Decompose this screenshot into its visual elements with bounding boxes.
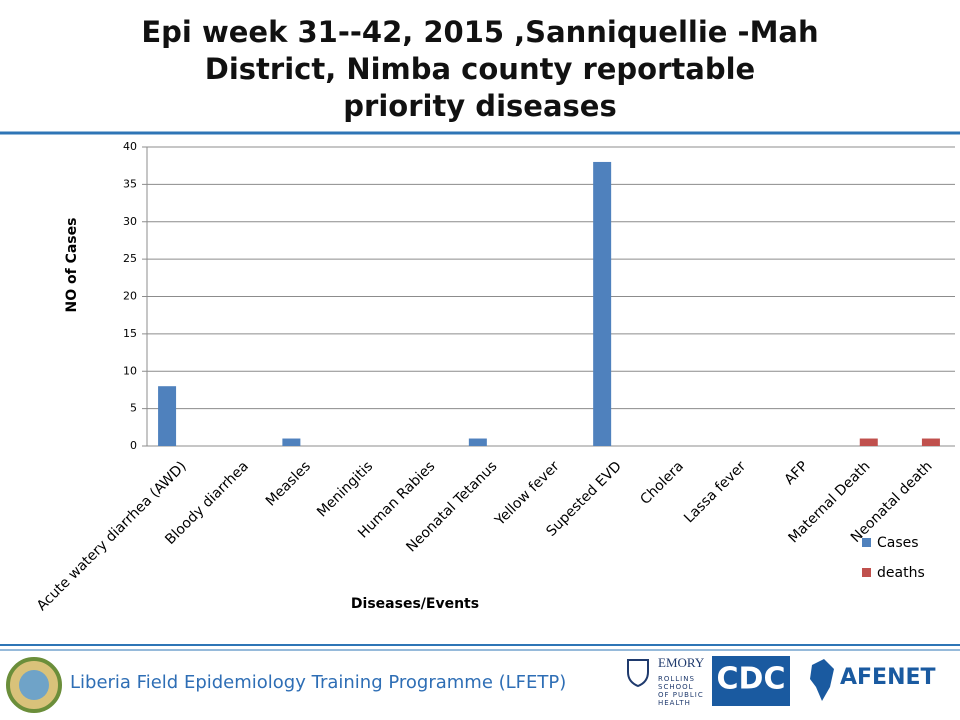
y-tick-label: 10	[123, 364, 137, 377]
y-tick-label: 15	[123, 327, 137, 340]
x-axis-label: Diseases/Events	[351, 596, 479, 612]
legend-swatch	[862, 568, 871, 577]
logo-subtext: ROLLINS SCHOOL OF PUBLIC HEALTH	[658, 675, 704, 707]
footer-text: Liberia Field Epidemiology Training Prog…	[70, 672, 566, 693]
chart-title: Epi week 31--42, 2015 ,Sanniquellie -Mah…	[141, 15, 819, 123]
y-axis-label: NO of Cases	[64, 218, 80, 313]
legend-label: deaths	[877, 565, 925, 581]
y-tick-label: 0	[130, 439, 137, 452]
x-tick-label: Meningitis	[314, 458, 376, 520]
bar	[282, 438, 301, 446]
x-tick-label: Measles	[263, 458, 314, 509]
y-tick-label: 5	[130, 402, 137, 415]
bar	[859, 438, 878, 446]
bar	[158, 386, 177, 446]
logo-subtext-box: ROLLINS SCHOOL OF PUBLIC HEALTH	[658, 675, 704, 707]
x-tick-label: Lassa fever	[681, 458, 749, 526]
logo-text: CDC	[717, 662, 786, 697]
legend-swatch	[862, 538, 871, 547]
logo-text: AFENET	[840, 665, 936, 690]
y-tick-label: 20	[123, 290, 137, 303]
y-tick-label: 40	[123, 140, 137, 153]
y-tick-label: 30	[123, 215, 137, 228]
footer-logo	[6, 656, 834, 713]
y-tick-label: 25	[123, 252, 137, 265]
legend-label: Cases	[877, 535, 919, 551]
x-tick-label: Cholera	[637, 458, 687, 508]
y-tick-label: 35	[123, 177, 137, 190]
bar	[593, 161, 612, 446]
x-tick-label: AFP	[782, 458, 812, 488]
bar	[921, 438, 940, 446]
logo-text: EMORY	[658, 655, 705, 670]
bar	[468, 438, 487, 446]
